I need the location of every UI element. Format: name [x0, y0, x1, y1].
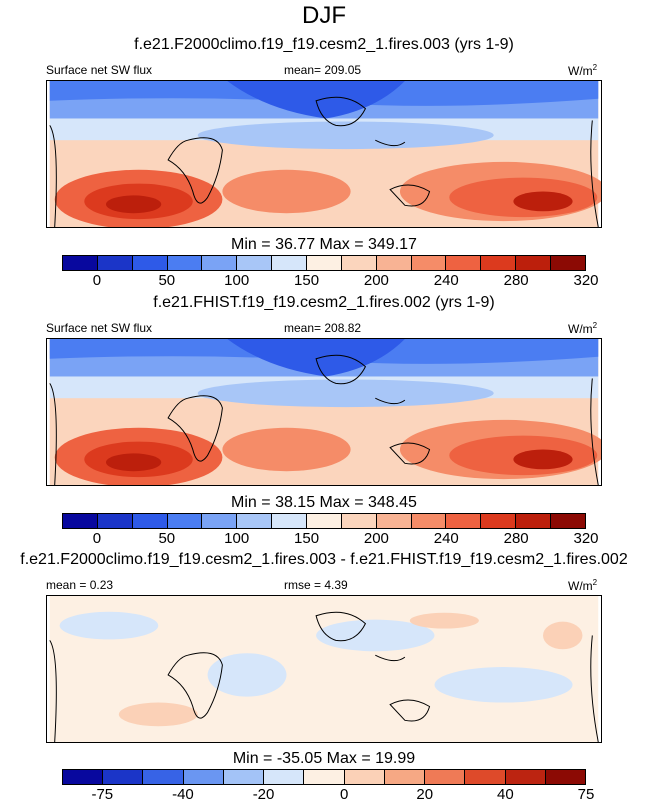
panel1-variable: Surface net SW flux	[46, 63, 153, 77]
colorbar-tick-label: 0	[92, 272, 102, 289]
colorbar-tick-label: 75	[577, 786, 595, 803]
season-title: DJF	[302, 2, 346, 29]
colorbar-swatch	[341, 256, 377, 270]
panel2-field	[49, 339, 601, 485]
colorbar-tick-label: 240	[433, 530, 459, 547]
colorbar-swatch	[545, 770, 586, 784]
colorbar-swatch	[551, 514, 585, 528]
panel3-mean: mean = 0.23	[46, 578, 114, 592]
colorbar-tick-label: 0	[92, 530, 102, 547]
panel3-field	[49, 596, 599, 742]
colorbar-swatch	[304, 770, 345, 784]
colorbar-tick-label: 280	[503, 530, 529, 547]
panel2-variable: Surface net SW flux	[46, 321, 153, 335]
colorbar-swatch	[446, 514, 482, 528]
colorbar-tick-label: 240	[433, 272, 459, 289]
panel1-units: W/m2	[568, 63, 598, 78]
colorbar-swatch	[411, 256, 447, 270]
colorbar-tick-label: 50	[158, 272, 176, 289]
colorbar-swatch	[272, 514, 308, 528]
colorbar-tick-label: 320	[573, 272, 599, 289]
colorbar-tick-label: 200	[363, 272, 389, 289]
colorbar-swatch	[63, 514, 98, 528]
colorbar-swatch	[103, 770, 144, 784]
colorbar-tick-label: -20	[252, 786, 275, 803]
colorbar-tick-label: 100	[224, 530, 250, 547]
colorbar-swatch	[223, 770, 265, 784]
colorbar-swatch	[237, 256, 273, 270]
colorbar-swatch	[516, 256, 552, 270]
colorbar-swatch	[384, 770, 426, 784]
colorbar-tick-label: 100	[224, 272, 250, 289]
panel1-field	[49, 81, 601, 227]
colorbar-swatch	[425, 770, 466, 784]
colorbar-swatch	[307, 256, 342, 270]
colorbar-swatch	[551, 256, 585, 270]
colorbar-tick-label: 20	[416, 786, 434, 803]
colorbar-swatch	[272, 256, 308, 270]
panel3-colorbar	[62, 769, 586, 785]
colorbar-tick-label: -75	[91, 786, 114, 803]
panel3-title: f.e21.F2000climo.f19_f19.cesm2_1.fires.0…	[20, 551, 628, 568]
colorbar-swatch	[481, 256, 517, 270]
colorbar-tick-label: 320	[573, 530, 599, 547]
colorbar-tick-label: 150	[294, 272, 320, 289]
colorbar-swatch	[376, 256, 412, 270]
panel1-colorbar	[62, 255, 586, 271]
colorbar-swatch	[63, 256, 98, 270]
panel1-minmax: Min = 36.77 Max = 349.17	[231, 236, 417, 253]
colorbar-swatch	[505, 770, 546, 784]
colorbar-swatch	[183, 770, 224, 784]
colorbar-tick-label: 150	[294, 530, 320, 547]
panel3-units: W/m2	[568, 578, 598, 593]
colorbar-swatch	[132, 514, 168, 528]
colorbar-swatch	[237, 514, 273, 528]
colorbar-swatch	[411, 514, 447, 528]
panel1-title: f.e21.F2000climo.f19_f19.cesm2_1.fires.0…	[134, 36, 514, 53]
colorbar-swatch	[516, 514, 552, 528]
colorbar-swatch	[341, 514, 377, 528]
panel1-map	[46, 80, 602, 228]
panel2-units: W/m2	[568, 321, 598, 336]
panel2-title: f.e21.FHIST.f19_f19.cesm2_1.fires.002 (y…	[153, 294, 495, 311]
colorbar-tick-label: 280	[503, 272, 529, 289]
panel3-map	[46, 595, 602, 743]
colorbar-swatch	[97, 514, 133, 528]
panel2-minmax: Min = 38.15 Max = 348.45	[231, 494, 417, 511]
colorbar-swatch	[63, 770, 104, 784]
colorbar-swatch	[481, 514, 517, 528]
colorbar-swatch	[202, 514, 238, 528]
colorbar-swatch	[97, 256, 133, 270]
colorbar-tick-label: 0	[339, 786, 349, 803]
colorbar-swatch	[167, 514, 203, 528]
colorbar-swatch	[376, 514, 412, 528]
colorbar-tick-label: 50	[158, 530, 176, 547]
colorbar-swatch	[307, 514, 342, 528]
colorbar-swatch	[264, 770, 305, 784]
panel1-mean: mean= 209.05	[284, 63, 362, 77]
colorbar-swatch	[344, 770, 385, 784]
panel3-minmax: Min = -35.05 Max = 19.99	[232, 750, 416, 767]
colorbar-swatch	[446, 256, 482, 270]
panel3-rmse: rmse = 4.39	[284, 578, 348, 592]
panel2-mean: mean= 208.82	[284, 321, 362, 335]
colorbar-tick-label: -40	[172, 786, 194, 803]
colorbar-swatch	[132, 256, 168, 270]
colorbar-swatch	[167, 256, 203, 270]
colorbar-swatch	[143, 770, 184, 784]
colorbar-tick-label: 200	[363, 530, 389, 547]
panel2-colorbar	[62, 513, 586, 529]
colorbar-tick-label: 40	[497, 786, 514, 803]
colorbar-swatch	[465, 770, 506, 784]
colorbar-swatch	[202, 256, 238, 270]
panel2-map	[46, 338, 602, 486]
